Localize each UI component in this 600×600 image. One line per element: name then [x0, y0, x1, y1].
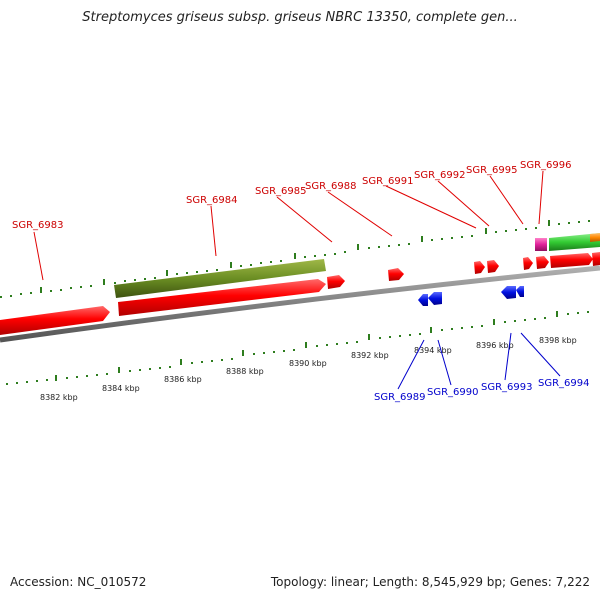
- gene-highlight[interactable]: [114, 259, 326, 298]
- gene-forward[interactable]: [388, 268, 404, 281]
- gene-label-sgr-6990[interactable]: SGR_6990: [427, 387, 479, 398]
- gene-orange[interactable]: [590, 233, 600, 242]
- gene-reverse[interactable]: [516, 286, 524, 297]
- lower-tick-track: [6, 311, 589, 385]
- kbp-label: 8390 kbp: [289, 359, 327, 368]
- kbp-label: 8388 kbp: [226, 367, 264, 376]
- gene-label-sgr-6993[interactable]: SGR_6993: [481, 382, 533, 393]
- gene-label-sgr-6996[interactable]: SGR_6996: [520, 160, 572, 171]
- gene-forward[interactable]: [0, 306, 110, 335]
- gene-label-sgr-6991[interactable]: SGR_6991: [362, 176, 414, 187]
- forward-leader-lines: [33, 170, 544, 281]
- gene-forward[interactable]: [536, 256, 549, 269]
- gene-label-sgr-6992[interactable]: SGR_6992: [414, 170, 466, 181]
- kbp-label: 8386 kbp: [164, 375, 202, 384]
- gene-forward[interactable]: [118, 279, 326, 316]
- gene-forward[interactable]: [474, 261, 485, 274]
- reverse-gene-track: [418, 286, 524, 306]
- kbp-label: 8392 kbp: [351, 351, 389, 360]
- gene-reverse[interactable]: [428, 292, 442, 305]
- gene-forward[interactable]: [550, 253, 593, 268]
- gene-reverse[interactable]: [501, 286, 516, 299]
- gene-forward[interactable]: [523, 257, 533, 270]
- kbp-label: 8398 kbp: [539, 336, 577, 345]
- gene-label-sgr-6984[interactable]: SGR_6984: [186, 195, 238, 206]
- forward-gene-track: [0, 233, 600, 335]
- genome-axis: [0, 265, 600, 343]
- genome-summary: Topology: linear; Length: 8,545,929 bp; …: [270, 575, 590, 589]
- gene-green[interactable]: [549, 233, 600, 251]
- gene-label-sgr-6985[interactable]: SGR_6985: [255, 186, 307, 197]
- kbp-label: 8384 kbp: [102, 384, 140, 393]
- kbp-label: 8396 kbp: [476, 341, 514, 350]
- forward-gene-labels: SGR_6983 SGR_6984 SGR_6985 SGR_6988 SGR_…: [12, 160, 572, 231]
- map-title: Streptomyces griseus subsp. griseus NBRC…: [82, 10, 518, 25]
- gene-forward[interactable]: [487, 260, 499, 273]
- gene-label-sgr-6983[interactable]: SGR_6983: [12, 220, 64, 231]
- accession-info: Accession: NC_010572: [10, 575, 147, 589]
- gene-forward[interactable]: [327, 275, 345, 289]
- gene-label-sgr-6995[interactable]: SGR_6995: [466, 165, 518, 176]
- gene-label-sgr-6988[interactable]: SGR_6988: [305, 181, 357, 192]
- kbp-labels: 8382 kbp 8384 kbp 8386 kbp 8388 kbp 8390…: [40, 336, 577, 402]
- kbp-label: 8394 kbp: [414, 346, 452, 355]
- reverse-gene-labels: SGR_6989 SGR_6990 SGR_6993 SGR_6994: [374, 378, 590, 403]
- upper-tick-track: [0, 220, 590, 298]
- gene-label-sgr-6989[interactable]: SGR_6989: [374, 392, 426, 403]
- gene-forward[interactable]: [592, 252, 600, 266]
- gene-label-sgr-6994[interactable]: SGR_6994: [538, 378, 590, 389]
- gene-magenta[interactable]: [535, 238, 547, 251]
- kbp-label: 8382 kbp: [40, 393, 78, 402]
- gene-reverse[interactable]: [418, 294, 428, 306]
- reverse-leader-lines: [397, 332, 561, 390]
